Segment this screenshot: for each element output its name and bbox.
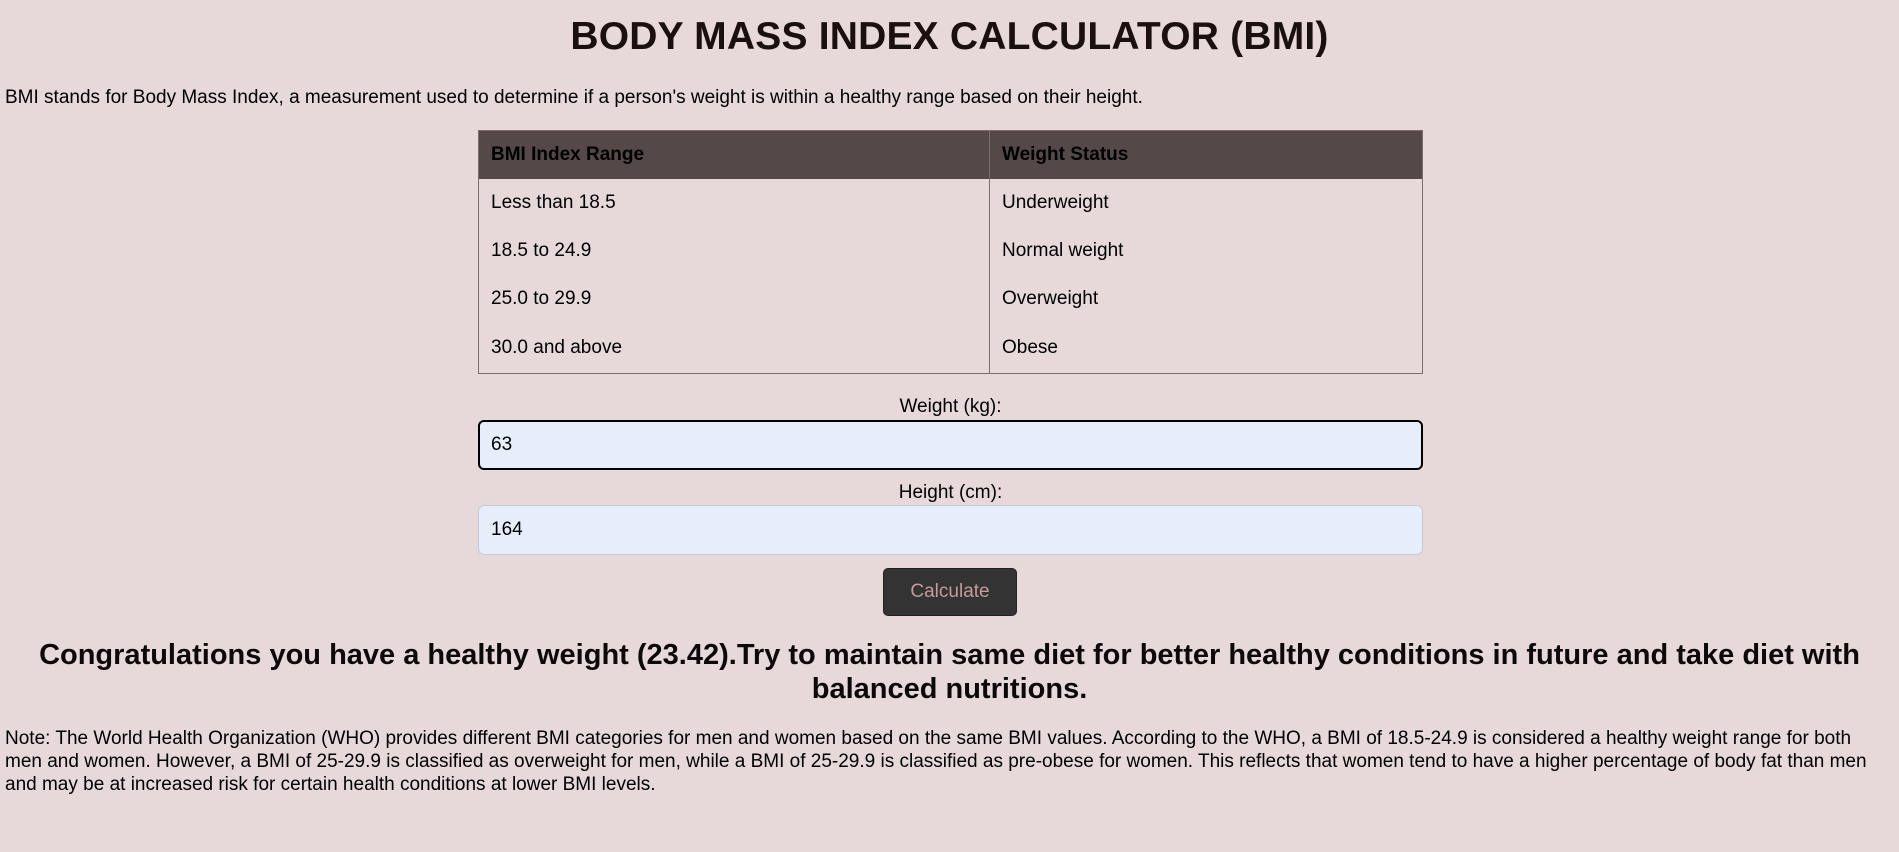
status-cell: Overweight: [989, 275, 1423, 323]
note-text: Note: The World Health Organization (WHO…: [5, 728, 1867, 795]
status-cell: Underweight: [989, 179, 1423, 227]
status-cell: Obese: [989, 323, 1423, 374]
table-row: 30.0 and above Obese: [478, 323, 1423, 374]
status-cell: Normal weight: [989, 227, 1423, 275]
column-header-range: BMI Index Range: [478, 130, 990, 179]
bmi-table: BMI Index Range Weight Status Less than …: [478, 130, 1423, 374]
intro-text: BMI stands for Body Mass Index, a measur…: [5, 87, 1143, 108]
page-title: BODY MASS INDEX CALCULATOR (BMI): [570, 15, 1329, 58]
column-header-status: Weight Status: [989, 130, 1423, 179]
table-row: 25.0 to 29.9 Overweight: [478, 275, 1423, 323]
range-cell: 18.5 to 24.9: [478, 227, 990, 275]
result-message: Congratulations you have a healthy weigh…: [39, 639, 1860, 705]
weight-label: Weight (kg):: [899, 396, 1002, 417]
height-input[interactable]: [478, 505, 1423, 555]
range-cell: Less than 18.5: [478, 179, 990, 227]
range-cell: 30.0 and above: [478, 323, 990, 374]
calculate-button[interactable]: Calculate: [883, 568, 1017, 616]
weight-input[interactable]: [478, 420, 1423, 470]
table-row: Less than 18.5 Underweight: [478, 179, 1423, 227]
height-label: Height (cm):: [898, 482, 1003, 503]
range-cell: 25.0 to 29.9: [478, 275, 990, 323]
table-row: 18.5 to 24.9 Normal weight: [478, 227, 1423, 275]
table-header-row: BMI Index Range Weight Status: [478, 130, 1423, 179]
